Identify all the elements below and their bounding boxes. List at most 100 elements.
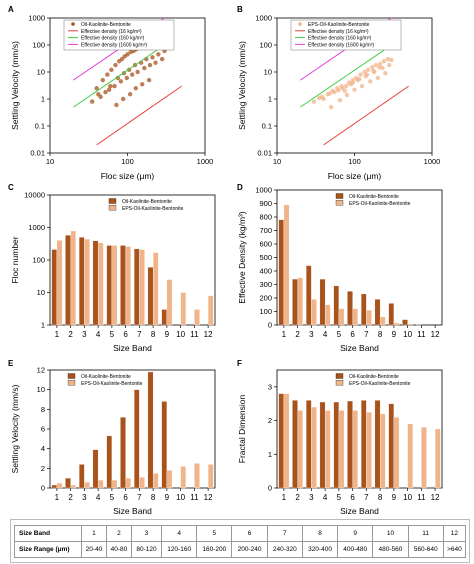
y-axis-label-C: Floc number bbox=[10, 236, 20, 283]
x-tick-label-F: 3 bbox=[309, 493, 314, 502]
bar-E-series1 bbox=[147, 371, 154, 489]
bar-D-series1 bbox=[319, 278, 326, 326]
y-axis-label-B: Settling Velocity (mm/s) bbox=[237, 41, 247, 130]
bar-D-series1 bbox=[305, 265, 312, 326]
bar-E-series1 bbox=[65, 478, 71, 489]
x-tick-label-D: 1 bbox=[282, 330, 287, 339]
legend-point-swatch-B bbox=[298, 22, 302, 26]
data-point-A bbox=[124, 75, 130, 81]
bar-D-series1 bbox=[347, 291, 353, 326]
data-point-B bbox=[327, 91, 332, 96]
bar-C-series2 bbox=[139, 249, 145, 326]
band-cell: 11 bbox=[407, 525, 444, 542]
x-tick-label-D: 7 bbox=[364, 330, 369, 339]
y-axis-label-E: Settling Velocity (mm/s) bbox=[10, 384, 20, 473]
bar-F-series2 bbox=[366, 411, 372, 489]
bar-C-series2 bbox=[207, 295, 214, 326]
x-tick-label-B: 100 bbox=[348, 157, 361, 166]
bar-D-series2 bbox=[324, 304, 331, 326]
x-tick-label-F: 4 bbox=[323, 493, 328, 502]
range-cell: 480-560 bbox=[372, 541, 409, 558]
bar-E-series2 bbox=[207, 464, 214, 489]
x-axis-label-F: Size Band bbox=[340, 506, 379, 516]
size-range-row: Size Range (μm) 20-40 40-80 80-120 120-1… bbox=[14, 541, 467, 558]
bar-E-series2 bbox=[56, 482, 63, 489]
data-point-A bbox=[140, 82, 145, 87]
data-point-A bbox=[125, 52, 130, 57]
panel-letter-F: F bbox=[237, 359, 242, 368]
bar-D-series2 bbox=[283, 204, 290, 326]
x-axis-label-A: Floc size (μm) bbox=[101, 171, 155, 181]
x-tick-label-D: 6 bbox=[350, 330, 355, 339]
legend-entry-E: Oil-Kaolinite-Bentonite bbox=[81, 374, 131, 380]
range-cell: 560-640 bbox=[407, 541, 444, 558]
band-cell: 7 bbox=[266, 525, 303, 542]
x-tick-label-A: 100 bbox=[121, 157, 134, 166]
panel-letter-A: A bbox=[8, 5, 14, 14]
data-point-B bbox=[332, 89, 337, 95]
bar-D-series2 bbox=[297, 277, 303, 326]
x-tick-label-C: 11 bbox=[190, 330, 199, 339]
bar-D-series1 bbox=[402, 319, 408, 326]
bar-F-series2 bbox=[352, 410, 358, 489]
x-tick-label-C: 6 bbox=[123, 330, 128, 339]
bar-D-series1 bbox=[388, 303, 395, 326]
x-tick-label-C: 7 bbox=[137, 330, 142, 339]
data-point-A bbox=[135, 69, 140, 75]
y-tick-label-E: 12 bbox=[37, 366, 45, 375]
y-tick-label-F: 1 bbox=[268, 450, 272, 459]
bar-D-series2 bbox=[311, 299, 317, 326]
bar-C-series2 bbox=[166, 279, 173, 326]
x-tick-label-D: 8 bbox=[378, 330, 383, 339]
band-cell: 2 bbox=[105, 525, 132, 542]
bar-F-series1 bbox=[305, 400, 312, 489]
legend-entry-B: Effective density (16 kg/m³) bbox=[308, 29, 369, 35]
x-tick-label-D: 5 bbox=[337, 330, 342, 339]
y-tick-label-B: 0.01 bbox=[257, 149, 272, 158]
size-band-row-label: Size Band bbox=[14, 525, 82, 542]
x-tick-label-C: 4 bbox=[96, 330, 101, 339]
x-tick-label-F: 11 bbox=[417, 493, 426, 502]
bar-C-series1 bbox=[65, 235, 71, 326]
bar-C-series2 bbox=[97, 242, 104, 326]
bar-F-series2 bbox=[407, 423, 413, 489]
data-point-B bbox=[377, 65, 382, 70]
y-tick-label-A: 10 bbox=[37, 68, 45, 77]
data-point-A bbox=[103, 89, 108, 95]
legend-bar-swatch-C bbox=[108, 205, 117, 211]
size-band-table: Size Band 1 2 3 4 5 6 7 8 9 10 11 12 Siz… bbox=[14, 525, 467, 558]
range-cell: 40-80 bbox=[105, 541, 132, 558]
bar-D-series2 bbox=[338, 308, 345, 326]
bar-F-series1 bbox=[319, 401, 326, 489]
legend-box-B bbox=[290, 19, 402, 51]
y-tick-label-C: 10000 bbox=[24, 191, 45, 200]
data-point-A bbox=[108, 83, 113, 89]
y-tick-label-D: 500 bbox=[259, 253, 272, 262]
legend-entry-B: Effective density (1600 kg/m³) bbox=[308, 42, 374, 48]
y-tick-label-A: 0.1 bbox=[35, 122, 45, 131]
band-cell: 12 bbox=[442, 525, 467, 542]
x-tick-label-E: 4 bbox=[96, 493, 101, 502]
panel-letter-E: E bbox=[8, 359, 14, 368]
band-cell: 10 bbox=[372, 525, 409, 542]
density-line-B bbox=[323, 85, 409, 146]
bar-E-series1 bbox=[51, 484, 58, 489]
bar-F-series1 bbox=[388, 403, 395, 489]
x-tick-label-E: 7 bbox=[137, 493, 142, 502]
legend-entry-F: EPS-Oil-Kaolinite-Bentonite bbox=[349, 381, 411, 387]
y-tick-label-C: 10 bbox=[37, 288, 45, 297]
bar-C-series1 bbox=[133, 248, 140, 326]
x-tick-label-E: 1 bbox=[55, 493, 60, 502]
data-point-A bbox=[106, 87, 112, 92]
x-tick-label-E: 8 bbox=[151, 493, 156, 502]
data-point-A bbox=[113, 62, 118, 68]
legend-entry-A: Effective density (1600 kg/m³) bbox=[81, 42, 147, 48]
x-tick-label-D: 12 bbox=[431, 330, 440, 339]
bar-E-series2 bbox=[180, 466, 186, 489]
y-tick-label-F: 3 bbox=[268, 382, 272, 391]
bar-F-series1 bbox=[347, 400, 353, 489]
x-tick-label-F: 2 bbox=[295, 493, 300, 502]
range-cell: 120-160 bbox=[161, 541, 198, 558]
bar-C-series2 bbox=[180, 292, 186, 326]
